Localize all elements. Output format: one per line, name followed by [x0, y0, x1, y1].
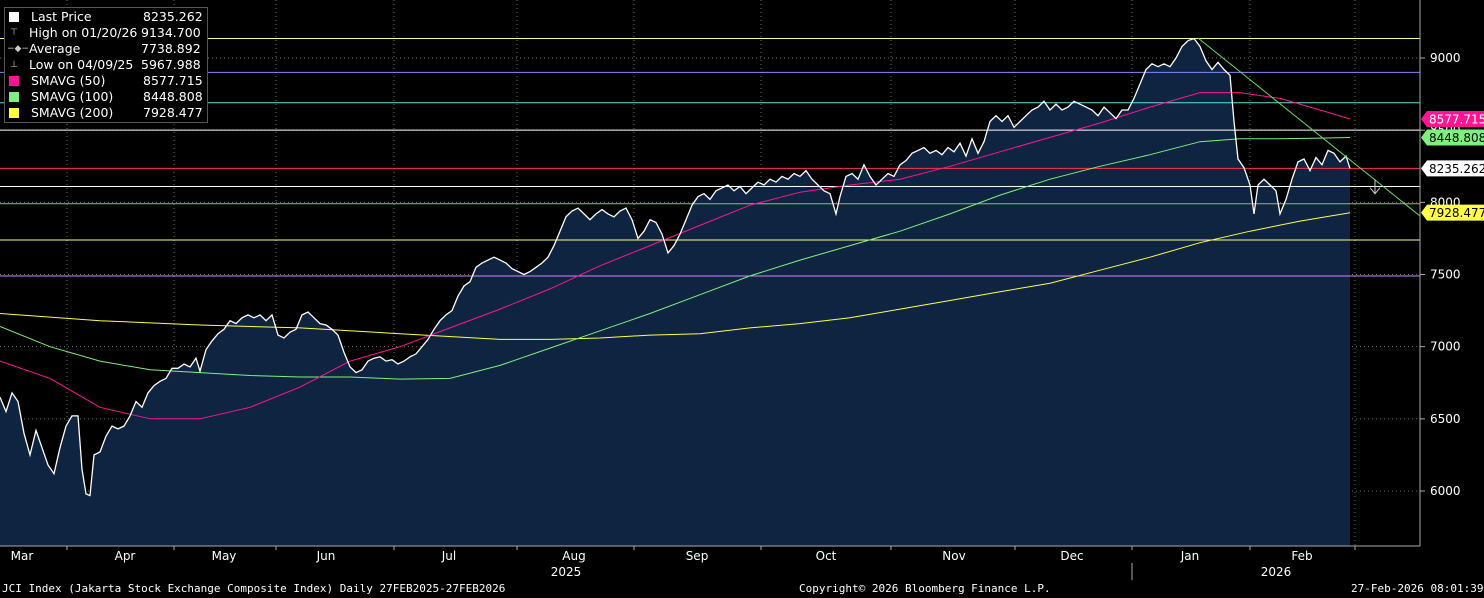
legend-row: Last Price 8235.262	[7, 9, 203, 25]
price-area	[0, 38, 1350, 546]
series-line-smavg-100	[0, 137, 1351, 380]
x-tick-label-month: Feb	[1291, 549, 1312, 563]
legend-row: SMAVG (100) 8448.808	[7, 89, 203, 105]
price-tag: 8577.715	[1421, 110, 1484, 127]
legend-label: SMAVG (100)	[31, 89, 114, 104]
series-line-last-price	[0, 37, 1351, 497]
legend-label: SMAVG (200)	[31, 105, 114, 120]
x-tick-label-month: Aug	[562, 549, 585, 563]
price-tag: 8448.808	[1421, 129, 1484, 146]
price-tag: 7928.477	[1421, 204, 1484, 221]
legend-value: 7928.477	[143, 105, 203, 120]
legend-label: Average	[29, 41, 81, 56]
price-tag-bg	[1421, 204, 1484, 221]
legend-value: 8448.808	[143, 89, 203, 104]
legend-row: ⊤ High on 01/20/26 9134.700	[7, 25, 203, 41]
footer-timestamp: 27-Feb-2026 08:01:39	[1351, 582, 1484, 595]
trend-line	[1197, 37, 1420, 217]
y-tick-label: 9000	[1430, 51, 1461, 65]
x-tick-label-month: Jul	[441, 549, 456, 563]
average-marker-icon: −◆−	[7, 44, 30, 54]
low-marker-icon: ⊥	[10, 60, 18, 70]
x-tick-label-month: Dec	[1060, 549, 1083, 563]
x-tick-label-month: Jan	[1180, 549, 1200, 563]
legend-value: 8235.262	[143, 9, 203, 24]
pink-square-icon	[9, 76, 19, 86]
price-tag-bg	[1421, 110, 1484, 127]
white-square-icon	[9, 12, 19, 22]
high-marker-icon: ⊤	[10, 28, 18, 38]
price-tag-label: 7928.477	[1429, 206, 1484, 220]
legend-value: 5967.988	[141, 57, 201, 72]
x-tick-label-year: 2025	[551, 565, 582, 579]
forecast-arrow-head	[1369, 187, 1381, 195]
x-tick-label-year: 2026	[1261, 565, 1292, 579]
footer-security-description: JCI Index (Jakarta Stock Exchange Compos…	[2, 582, 506, 595]
legend-label: Low on 04/09/25	[29, 57, 134, 72]
legend-value: 9134.700	[141, 25, 201, 40]
legend-value: 7738.892	[141, 41, 201, 56]
legend-row: SMAVG (50) 8577.715	[7, 73, 203, 89]
legend-row: SMAVG (200) 7928.477	[7, 105, 203, 121]
price-tag-bg	[1421, 129, 1484, 146]
x-tick-label-month: Jun	[316, 549, 336, 563]
price-tag-label: 8235.262	[1429, 162, 1484, 176]
x-tick-label-month: Apr	[115, 549, 136, 563]
legend: Last Price 8235.262 ⊤ High on 01/20/26 9134.…	[4, 7, 208, 123]
x-tick-label-month: Oct	[816, 549, 837, 563]
y-tick-label: 6500	[1430, 412, 1461, 426]
price-tag-label: 8577.715	[1429, 112, 1484, 126]
x-tick-label-month: May	[212, 549, 237, 563]
x-tick-label-month: Nov	[942, 549, 965, 563]
price-tag-label: 8448.808	[1429, 131, 1484, 145]
x-tick-label-month: Mar	[11, 549, 34, 563]
price-tag: 8235.262	[1421, 160, 1484, 177]
series-line-smavg-50	[0, 92, 1351, 420]
y-tick-label: 7000	[1430, 340, 1461, 354]
legend-label: Last Price	[31, 9, 92, 24]
y-tick-label: 7500	[1430, 268, 1461, 282]
x-tick-label-month: Sep	[686, 549, 709, 563]
y-tick-label: 6000	[1430, 484, 1461, 498]
legend-row: −◆− Average 7738.892	[7, 41, 203, 57]
green-square-icon	[9, 92, 19, 102]
legend-label: SMAVG (50)	[31, 73, 106, 88]
yellow-square-icon	[9, 108, 19, 118]
legend-value: 8577.715	[143, 73, 203, 88]
series-line-smavg-200	[0, 212, 1351, 340]
footer-copyright: Copyright© 2026 Bloomberg Finance L.P.	[799, 582, 1051, 595]
price-tag-bg	[1421, 160, 1484, 177]
legend-label: High on 01/20/26	[29, 25, 138, 40]
legend-row: ⊥ Low on 04/09/25 5967.988	[7, 57, 203, 73]
